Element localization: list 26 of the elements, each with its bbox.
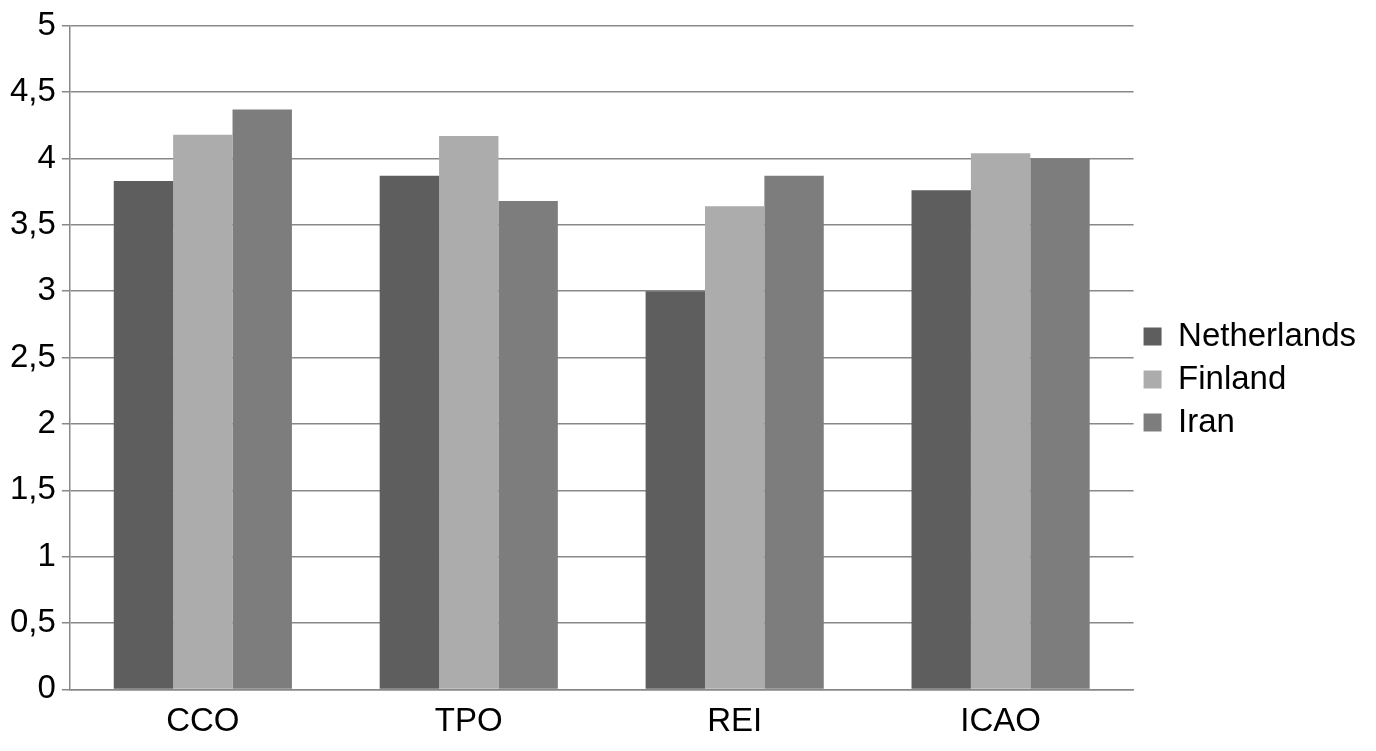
y-tick-label: 0,5 <box>10 602 56 640</box>
legend-label: Netherlands <box>1178 315 1357 353</box>
y-tick-label: 4,5 <box>10 71 56 109</box>
x-tick-label: TPO <box>434 701 503 739</box>
y-tick-label: 3,5 <box>10 203 56 241</box>
legend-label: Iran <box>1178 401 1235 439</box>
bar <box>704 206 765 689</box>
y-tick-label: 0 <box>37 668 56 706</box>
bar <box>379 175 440 689</box>
x-tick-label: REI <box>707 701 763 739</box>
bar <box>439 135 499 689</box>
x-tick-label: ICAO <box>960 701 1041 739</box>
bar <box>970 153 1031 689</box>
y-tick-label: 1,5 <box>10 469 56 507</box>
y-tick-label: 3 <box>37 270 56 308</box>
y-tick-label: 5 <box>37 4 56 42</box>
x-tick-label: CCO <box>166 701 240 739</box>
legend-label: Finland <box>1178 358 1287 396</box>
y-tick-label: 2,5 <box>10 336 56 374</box>
y-tick-label: 1 <box>37 535 56 573</box>
bar <box>173 134 233 689</box>
y-tick-label: 2 <box>37 403 56 441</box>
bar <box>911 190 971 689</box>
bar <box>113 181 174 689</box>
y-tick-label: 4 <box>37 137 56 175</box>
bar <box>645 291 705 689</box>
